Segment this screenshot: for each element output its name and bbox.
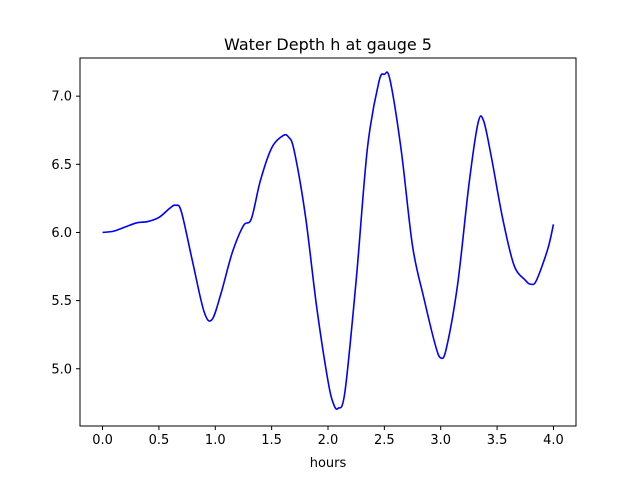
x-tick-label: 1.0	[205, 433, 226, 448]
y-tick-label: 5.5	[51, 294, 72, 309]
y-tick-label: 6.0	[51, 226, 72, 241]
x-tick-label: 3.5	[487, 433, 508, 448]
x-tick-label: 1.5	[261, 433, 282, 448]
x-tick-label: 3.0	[430, 433, 451, 448]
x-tick-label: 4.0	[543, 433, 564, 448]
x-axis-label: hours	[310, 456, 347, 471]
x-tick-label: 0.5	[149, 433, 170, 448]
x-axis: 0.0 0.5 1.0 1.5 2.0 2.5 3.0 3.5 4.0	[92, 426, 564, 448]
y-tick-label: 6.5	[51, 158, 72, 173]
chart-title: Water Depth h at gauge 5	[224, 35, 432, 54]
plot-area	[102, 71, 555, 410]
y-tick-label: 5.0	[51, 362, 72, 377]
x-tick-label: 0.0	[92, 433, 113, 448]
y-tick-label: 7.0	[51, 90, 72, 105]
y-axis: 5.0 5.5 6.0 6.5 7.0	[51, 90, 80, 377]
x-tick-label: 2.0	[318, 433, 339, 448]
x-tick-label: 2.5	[374, 433, 395, 448]
series-line	[102, 71, 555, 410]
